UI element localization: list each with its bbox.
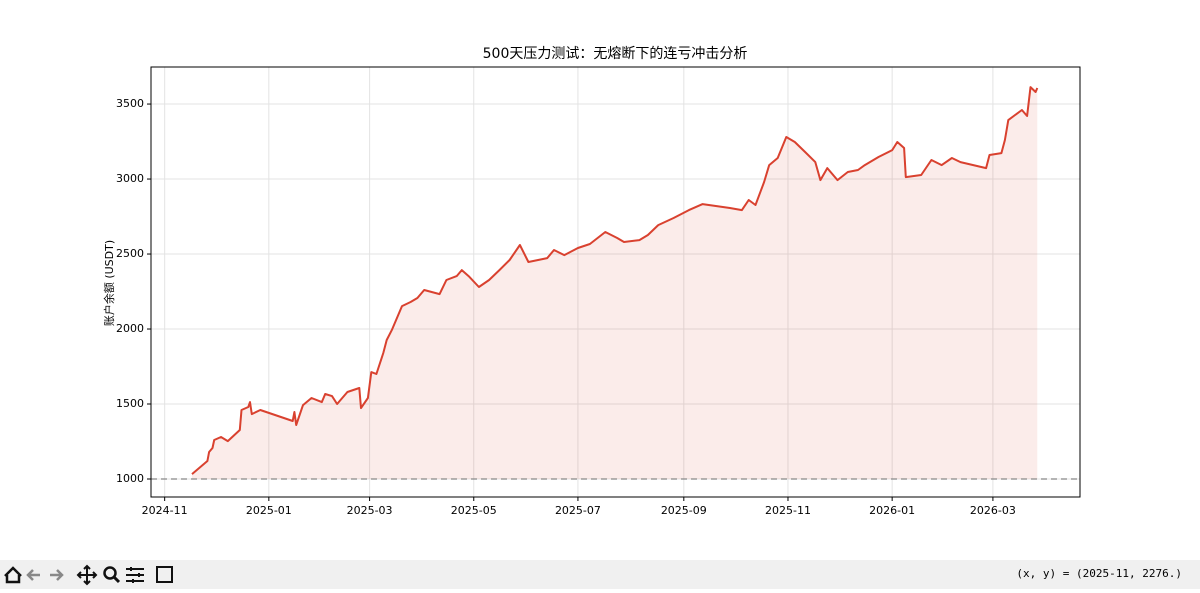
chart-title: 500天压力测试：无熔断下的连亏冲击分析 [483,46,748,62]
plot-frame [150,66,1081,498]
y-tick-label: 1000 [116,472,144,485]
y-tick-label: 3500 [116,97,144,110]
y-tick-label: 1500 [116,397,144,410]
x-tick-label: 2025-09 [661,504,707,517]
x-tick-label: 2024-11 [142,504,188,517]
pan-button[interactable] [76,564,98,586]
line [191,86,1039,475]
x-tick-label: 2025-03 [347,504,393,517]
zoom-button[interactable] [103,566,121,584]
x-tick-label: 2026-01 [869,504,915,517]
area-fill [191,87,1038,480]
y-tick-label: 3000 [116,172,144,185]
back-button[interactable] [26,569,40,581]
toolbar: (x, y) = (2025-11, 2276.) [0,560,1200,589]
x-tick-label: 2025-05 [451,504,497,517]
y-axis-label: 账户余额 (USDT) [102,240,116,326]
cursor-status: (x, y) = (2025-11, 2276.) [1016,567,1182,580]
y-tick-label: 2500 [116,247,144,260]
save-button[interactable] [156,566,173,583]
home-button[interactable] [4,566,22,584]
forward-button[interactable] [50,569,64,581]
x-tick-label: 2026-03 [970,504,1016,517]
chart: 500天压力测试：无熔断下的连亏冲击分析 账户余额 (USDT) 1000 150… [102,46,1081,517]
y-tick-label: 2000 [116,322,144,335]
x-tick-label: 2025-07 [555,504,601,517]
toolbar-icons [4,564,173,586]
configure-button[interactable] [126,567,144,583]
x-tick-label: 2025-11 [765,504,811,517]
x-tick-label: 2025-01 [246,504,292,517]
